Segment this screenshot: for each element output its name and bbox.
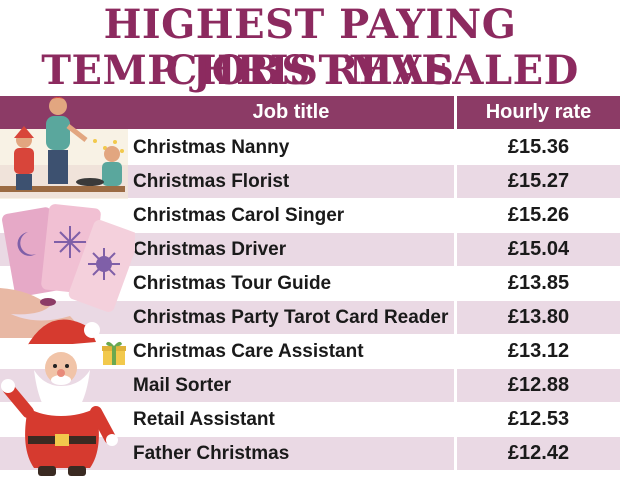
- job-title-cell: Christmas Carol Singer: [133, 205, 345, 226]
- hourly-rate-cell: £13.80: [507, 306, 570, 328]
- job-title-cell: Christmas Florist: [133, 171, 290, 192]
- santa-claus-illustration: [1, 319, 118, 476]
- job-title-cell: Mail Sorter: [133, 375, 232, 396]
- header-job-title: Job title: [252, 101, 330, 123]
- hourly-rate-cell: £13.85: [507, 272, 570, 294]
- hourly-rate-cell: £15.04: [507, 238, 570, 260]
- hourly-rate-cell: £13.12: [507, 340, 570, 362]
- hourly-rate-cell: £15.27: [507, 170, 570, 192]
- gift-box-icon: [102, 341, 126, 365]
- job-title-cell: Christmas Party Tarot Card Reader: [133, 307, 449, 328]
- tarot-cards-illustration: [0, 204, 135, 338]
- rate-cell-bg: [457, 233, 620, 266]
- rate-cell-bg: [457, 301, 620, 334]
- rate-cell-bg: [457, 267, 620, 300]
- hourly-rate-cell: £12.53: [507, 408, 570, 430]
- header-hourly-rate: Hourly rate: [485, 101, 592, 123]
- job-title-cell: Retail Assistant: [133, 409, 275, 430]
- nanny-illustration: [0, 97, 128, 199]
- page-title-line-2: TEMP JOBS REVEALED: [41, 47, 579, 94]
- rate-cell-bg: [457, 403, 620, 436]
- rate-cell-bg: [457, 131, 620, 164]
- job-title-cell: Christmas Care Assistant: [133, 341, 364, 362]
- job-title-cell: Christmas Driver: [133, 239, 287, 260]
- job-title-cell: Christmas Tour Guide: [133, 273, 332, 294]
- job-title-cell: Christmas Nanny: [133, 137, 290, 158]
- rate-cell-bg: [457, 437, 620, 470]
- table-header: Job title Hourly rate: [0, 96, 620, 129]
- hourly-rate-cell: £12.42: [507, 442, 570, 464]
- hourly-rate-cell: £15.36: [507, 136, 570, 158]
- rate-cell-bg: [457, 199, 620, 232]
- hourly-rate-cell: £12.88: [507, 374, 570, 396]
- header-divider: [454, 96, 457, 129]
- rate-cell-bg: [457, 165, 620, 198]
- page-title-line-1: HIGHEST PAYING CHRISTMAS: [103, 1, 517, 94]
- rate-cell-bg: [457, 369, 620, 402]
- rate-cell-bg: [457, 335, 620, 368]
- job-title-cell: Father Christmas: [133, 443, 290, 464]
- hourly-rate-cell: £15.26: [507, 204, 570, 226]
